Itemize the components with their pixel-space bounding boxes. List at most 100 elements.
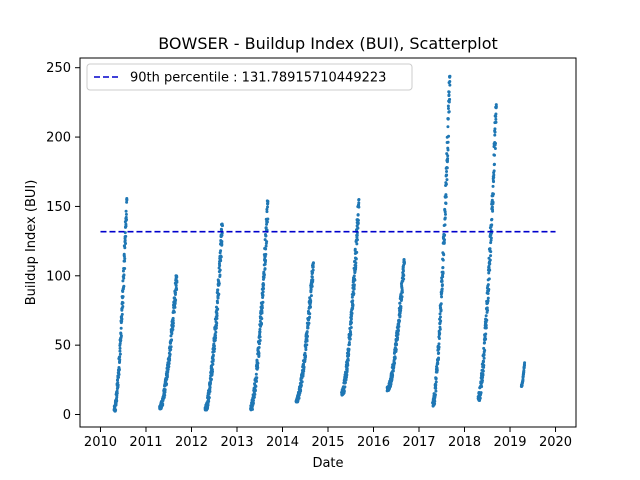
data-point [440,295,444,299]
data-point [125,198,129,202]
data-point [260,317,264,321]
data-point [447,90,451,94]
data-point [433,399,437,403]
data-point [213,338,217,342]
data-point [446,107,450,111]
data-point [299,389,303,393]
data-point [163,390,167,394]
data-point [258,327,262,331]
data-point [170,338,174,342]
x-tick-label: 2017 [402,435,435,450]
data-point [487,287,491,291]
data-point [487,277,491,281]
data-point [522,363,526,367]
y-tick-label: 100 [46,269,71,284]
x-tick-label: 2011 [129,435,162,450]
data-point [446,157,450,161]
data-point [491,209,495,213]
data-point [488,268,492,272]
data-point [208,385,212,389]
data-point [261,290,265,294]
data-point [351,303,355,307]
data-point [350,312,354,316]
data-point [484,323,488,327]
data-point [356,213,360,217]
data-point [446,154,450,158]
data-point [346,363,350,367]
data-point [447,134,451,138]
data-point [357,205,361,209]
data-point [175,275,179,279]
data-point [355,238,359,242]
data-point [265,220,269,224]
data-point [389,382,393,386]
data-point [400,295,404,299]
data-point [349,317,353,321]
data-point [258,335,262,339]
data-point [439,319,443,323]
data-point [349,333,353,337]
data-point [211,362,215,366]
data-point [121,301,125,305]
data-point [353,278,357,282]
data-point [356,221,360,225]
data-point [307,315,311,319]
data-point [261,300,265,304]
data-point [444,193,448,197]
data-point [123,246,127,250]
x-axis-label: Date [312,456,343,471]
data-point [492,180,496,184]
data-point [434,376,438,380]
data-point [440,283,444,287]
data-point [218,273,222,277]
data-point [447,110,451,114]
data-point [349,325,353,329]
data-point [441,275,445,279]
data-point [442,240,446,244]
data-point [123,257,127,261]
data-point [493,133,497,137]
data-point [435,368,439,372]
data-point [256,361,260,365]
points-layer [112,74,527,413]
data-point [437,342,441,346]
data-point [118,342,122,346]
data-point [169,334,173,338]
data-point [434,389,438,393]
data-point [124,215,128,219]
data-point [311,268,315,272]
data-point [522,368,526,372]
data-point [441,266,445,269]
data-point [490,205,494,209]
y-axis-label: Buildup Index (BUI) [24,180,39,306]
data-point [434,386,438,390]
data-point [121,295,125,299]
data-point [492,173,496,177]
data-point [350,295,354,299]
data-point [356,226,360,230]
data-point [440,289,444,293]
data-point [121,279,125,283]
data-point [211,358,215,362]
data-point [491,192,495,196]
data-point [490,217,494,221]
data-point [265,240,269,244]
data-point [215,311,219,315]
data-point [124,209,128,213]
data-point [214,334,217,338]
data-point [443,216,447,220]
data-point [120,312,124,316]
y-tick-label: 150 [46,200,71,215]
data-point [486,283,490,287]
data-point [347,342,351,346]
data-point [311,271,315,275]
data-point [257,346,261,350]
data-point [442,253,446,257]
data-point [217,281,221,285]
data-point [439,308,443,312]
x-tick-label: 2016 [357,435,390,450]
data-point [343,381,347,385]
data-point [305,330,309,334]
data-point [492,175,496,179]
data-point [171,316,175,320]
